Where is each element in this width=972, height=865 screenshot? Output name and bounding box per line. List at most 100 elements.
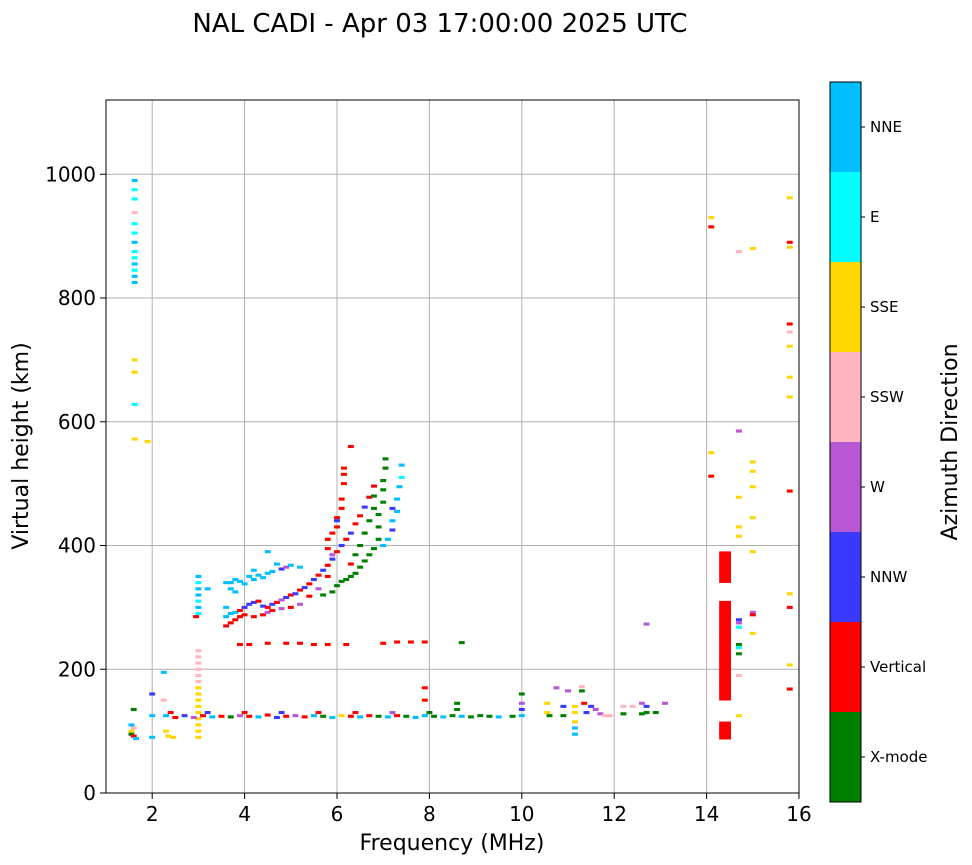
data-cell-vertical bbox=[719, 675, 731, 682]
data-cell-nnw bbox=[273, 715, 280, 720]
data-cell-vertical bbox=[786, 489, 793, 493]
data-cell-ssw bbox=[131, 211, 138, 215]
data-cell-vertical bbox=[297, 588, 303, 592]
data-cell-x-mode bbox=[352, 571, 359, 575]
data-cell-ssw bbox=[735, 673, 742, 677]
data-cell-nnw bbox=[389, 528, 396, 532]
data-cell-nne bbox=[131, 178, 138, 182]
data-cell-nne bbox=[260, 576, 267, 580]
data-cell-w bbox=[662, 701, 668, 705]
colorbar-swatch-vertical bbox=[830, 622, 861, 712]
data-cell-nne bbox=[398, 463, 405, 467]
data-cell-vertical bbox=[581, 701, 588, 705]
data-cell-vertical bbox=[324, 574, 331, 578]
data-cell-x-mode bbox=[518, 692, 525, 696]
data-cell-vertical bbox=[255, 599, 262, 603]
data-cell-nne bbox=[131, 240, 138, 244]
data-cell-w bbox=[278, 607, 285, 611]
colorbar-label: SSE bbox=[870, 298, 899, 316]
data-cell-nne bbox=[389, 519, 396, 523]
y-tick-label: 800 bbox=[58, 286, 96, 310]
data-cell-vertical bbox=[719, 656, 731, 664]
data-cell-x-mode bbox=[382, 457, 389, 461]
data-cell-vertical bbox=[708, 225, 715, 229]
data-cell-w bbox=[237, 714, 243, 718]
data-cell-ssw bbox=[195, 649, 202, 653]
data-cell-nne bbox=[246, 574, 253, 578]
data-cell-vertical bbox=[719, 557, 731, 565]
data-cell-ssw bbox=[130, 726, 137, 730]
data-cell-vertical bbox=[273, 600, 280, 604]
colorbar-label: NNE bbox=[870, 118, 902, 136]
x-tick-label: 10 bbox=[509, 802, 534, 826]
data-cell-vertical bbox=[719, 727, 731, 735]
data-cell-sse bbox=[131, 358, 138, 362]
data-cell-vertical bbox=[264, 713, 271, 717]
data-cell-nne bbox=[357, 715, 364, 719]
data-cell-vertical bbox=[250, 615, 257, 619]
data-cell-sse bbox=[708, 216, 715, 220]
data-cell-nne bbox=[297, 565, 303, 569]
data-cell-vertical bbox=[394, 640, 401, 644]
colorbar-swatch-ssw bbox=[830, 352, 861, 442]
data-cell-vertical bbox=[172, 715, 179, 720]
data-cell-x-mode bbox=[638, 712, 645, 716]
data-cell-x-mode bbox=[366, 519, 373, 523]
data-cell-x-mode bbox=[578, 689, 585, 693]
data-cell-x-mode bbox=[380, 478, 387, 483]
y-tick-label: 600 bbox=[58, 410, 96, 434]
data-cell-nne bbox=[269, 569, 276, 574]
data-cell-vertical bbox=[306, 594, 313, 598]
data-cell-vertical bbox=[283, 714, 290, 718]
data-cell-vertical bbox=[297, 641, 303, 645]
data-cell-e bbox=[131, 250, 138, 254]
data-cell-vertical bbox=[719, 613, 731, 621]
chart-title: NAL CADI - Apr 03 17:00:00 2025 UTC bbox=[192, 9, 687, 39]
data-cell-vertical bbox=[719, 668, 731, 676]
data-cell-vertical bbox=[301, 715, 308, 719]
data-cell-nne bbox=[195, 593, 202, 597]
data-cell-nne bbox=[227, 612, 234, 616]
data-cell-nnw bbox=[301, 586, 308, 590]
data-cell-vertical bbox=[324, 547, 331, 551]
data-cell-x-mode bbox=[375, 525, 382, 529]
data-cell-sse bbox=[786, 663, 793, 667]
data-cell-sse bbox=[571, 704, 578, 708]
colorbar-swatch-sse bbox=[830, 262, 861, 352]
data-cell-e bbox=[131, 188, 138, 192]
data-cell-vertical bbox=[232, 618, 239, 622]
data-cell-nnw bbox=[588, 704, 595, 708]
data-cell-vertical bbox=[343, 642, 350, 647]
data-cell-nnw bbox=[735, 618, 742, 622]
data-cell-nne bbox=[232, 610, 239, 614]
data-cell-sse bbox=[128, 729, 135, 733]
data-cell-nnw bbox=[389, 506, 396, 510]
data-cell-nne bbox=[255, 573, 262, 577]
data-cell-e bbox=[131, 256, 138, 260]
data-cell-sse bbox=[195, 717, 202, 721]
data-cell-x-mode bbox=[449, 714, 456, 718]
data-cell-vertical bbox=[719, 569, 731, 577]
data-cell-x-mode bbox=[375, 537, 382, 541]
data-cell-x-mode bbox=[426, 711, 433, 715]
data-cell-vertical bbox=[719, 638, 731, 645]
data-cell-vertical bbox=[719, 576, 731, 583]
data-cell-nne bbox=[264, 571, 271, 575]
data-cell-vertical bbox=[421, 698, 428, 702]
data-cell-sse bbox=[735, 495, 742, 499]
data-cell-vertical bbox=[719, 625, 731, 633]
data-cell-vertical bbox=[287, 593, 294, 597]
data-cell-x-mode bbox=[735, 652, 742, 656]
colorbar-title: Azimuth Direction bbox=[938, 343, 963, 540]
data-cell-w bbox=[553, 686, 560, 690]
x-tick-label: 8 bbox=[423, 802, 436, 826]
data-cell-nnw bbox=[283, 595, 290, 600]
data-cell-w bbox=[749, 610, 756, 614]
data-cell-vertical bbox=[719, 693, 731, 701]
x-tick-label: 14 bbox=[694, 802, 719, 826]
data-cell-x-mode bbox=[403, 714, 410, 718]
data-cell-x-mode bbox=[357, 565, 364, 569]
data-cell-nne bbox=[195, 574, 202, 578]
data-cell-ssw bbox=[195, 661, 202, 665]
x-tick-label: 2 bbox=[146, 802, 159, 826]
